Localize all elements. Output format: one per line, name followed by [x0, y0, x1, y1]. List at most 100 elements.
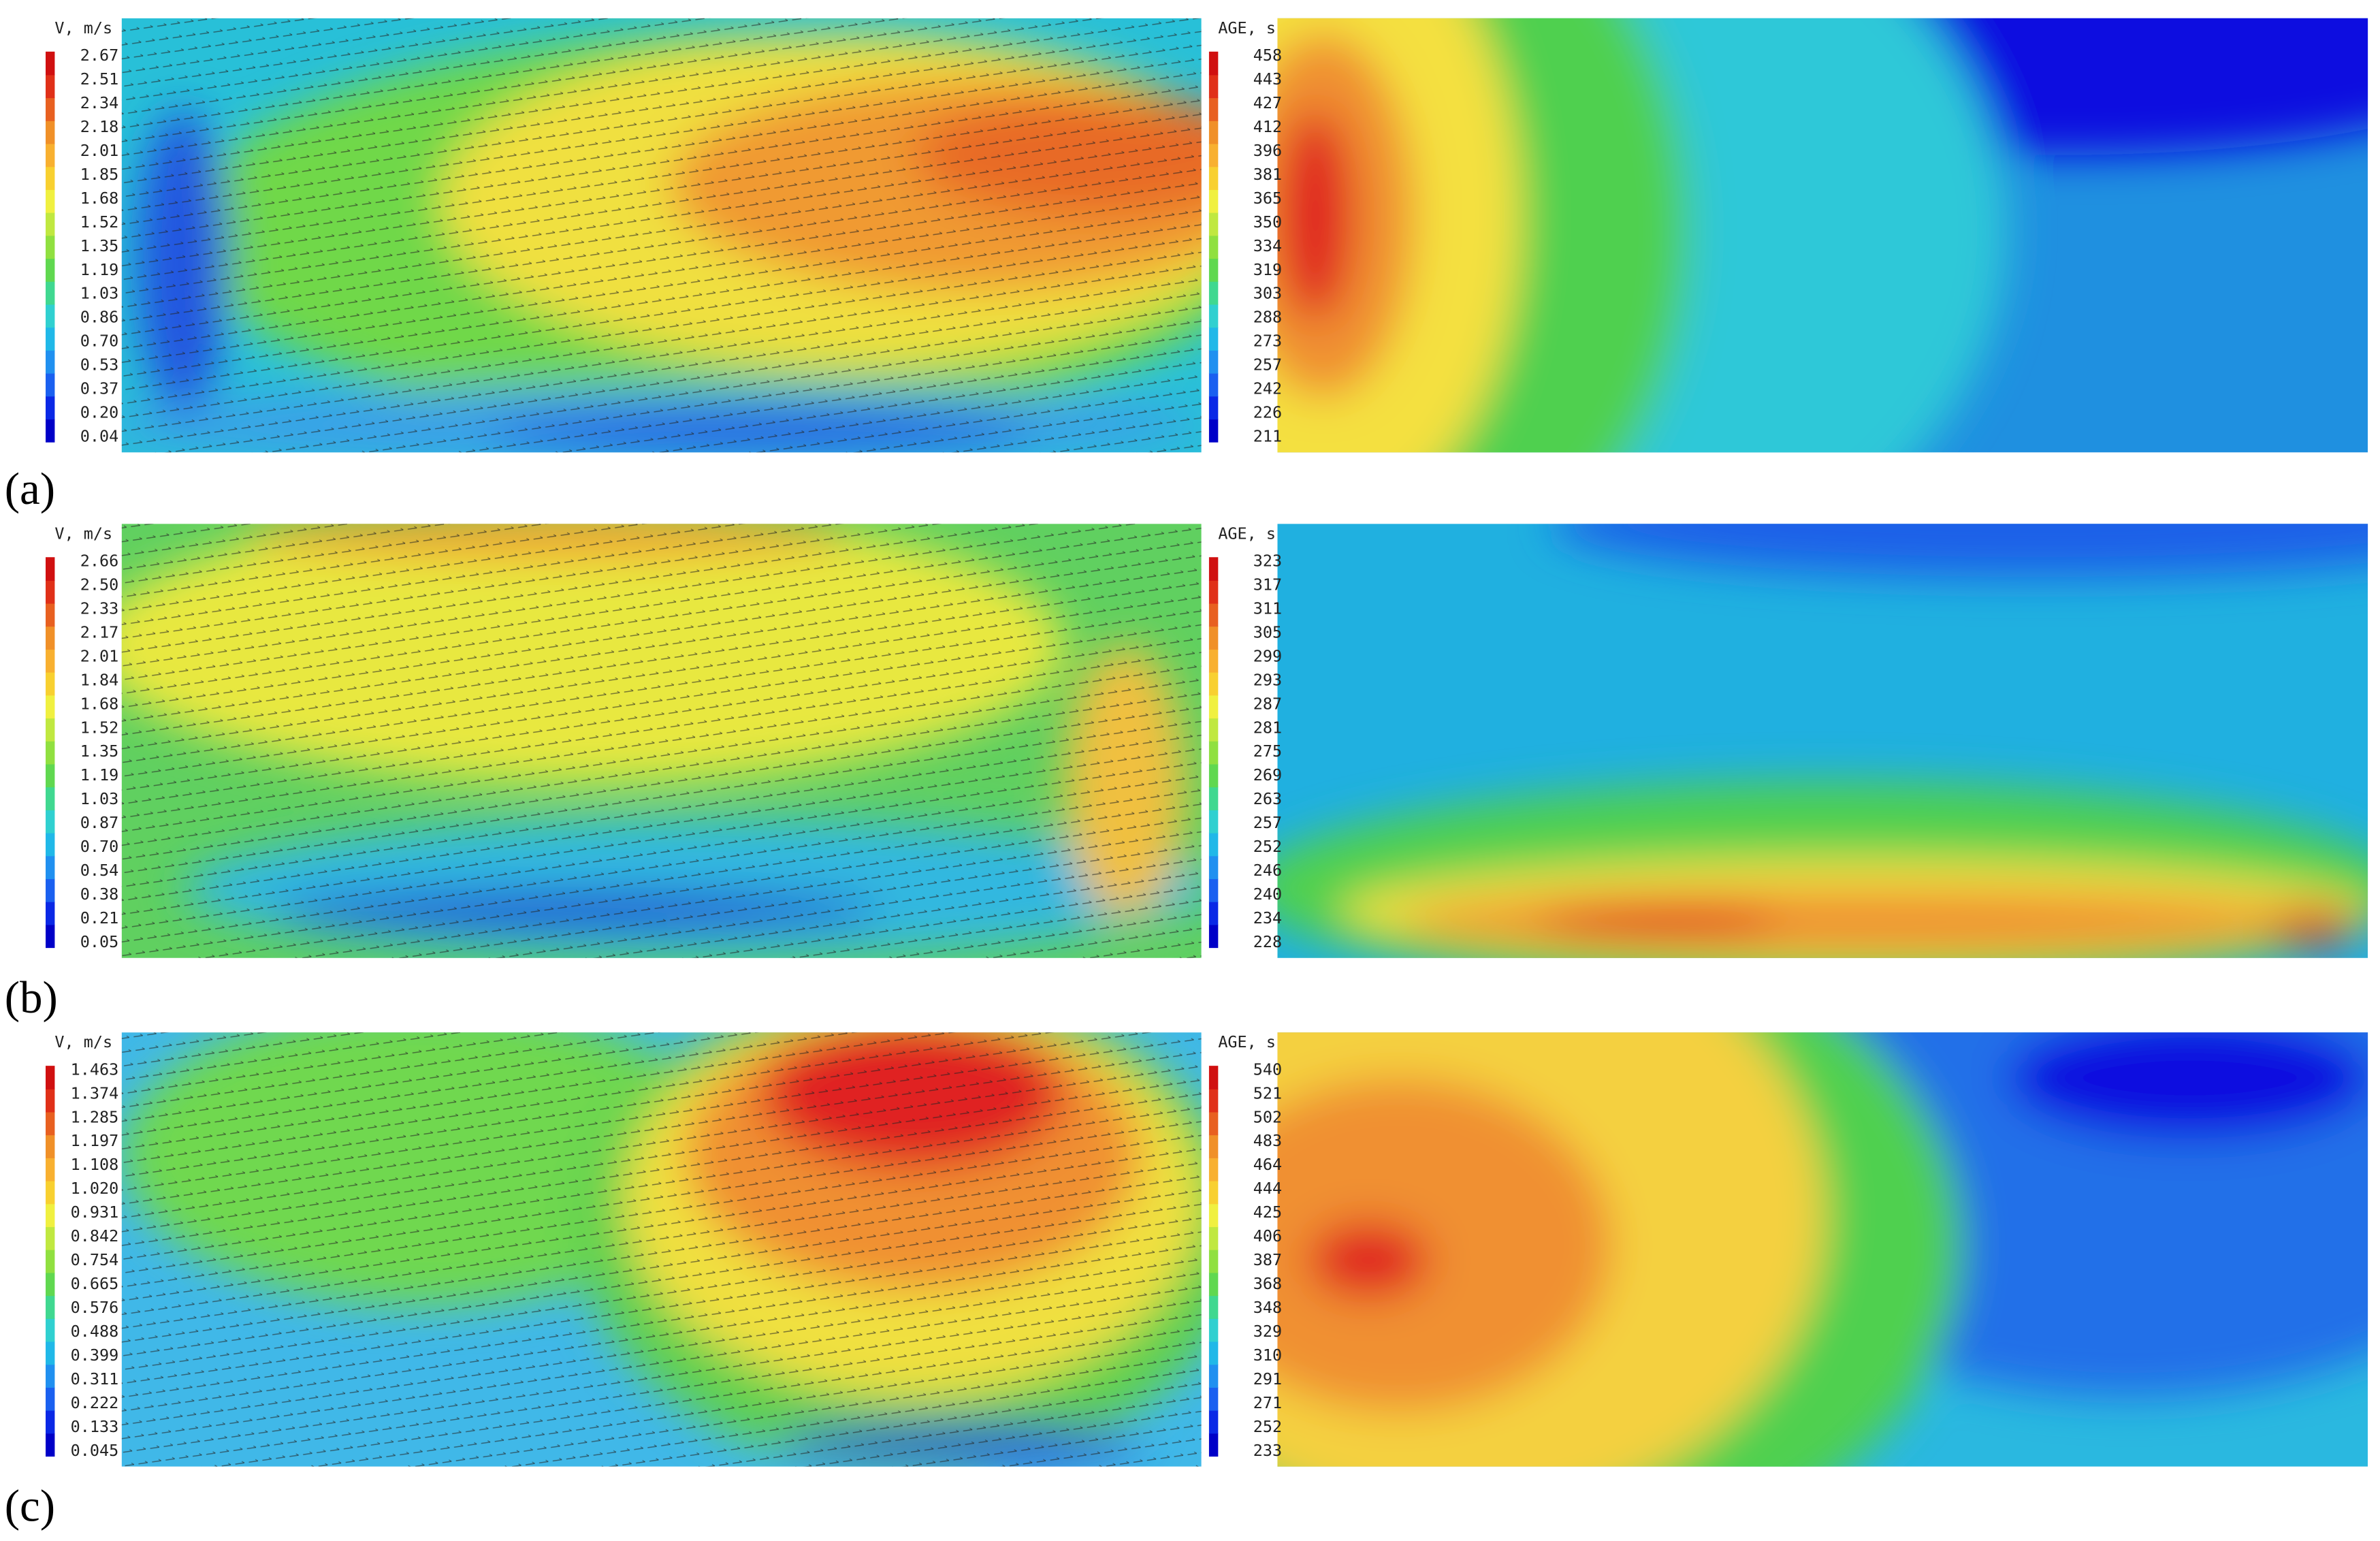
- colorbar-tick-label: 443: [1253, 69, 1282, 89]
- colorbar-tick-label: 233: [1253, 1441, 1282, 1460]
- colorbar-tick-label: 412: [1253, 117, 1282, 136]
- colorbar-step: [1208, 1066, 1219, 1090]
- colorbar-tick-label: 1.03: [80, 284, 118, 303]
- colorbar-title: V, m/s: [54, 18, 112, 37]
- colorbar-step: [46, 878, 55, 902]
- colorbar-tick-label: 1.03: [80, 789, 118, 808]
- colorbar-step: [1208, 349, 1219, 374]
- colorbar-step: [46, 718, 55, 742]
- colorbar-tick-label: 0.05: [80, 932, 118, 951]
- colorbar-tick-label: 329: [1253, 1322, 1282, 1341]
- colorbar-step: [46, 810, 55, 833]
- colorbar-tick-label: 1.52: [80, 212, 118, 232]
- contour-plot: [1277, 1032, 2368, 1467]
- colorbar-tick-label: 252: [1253, 837, 1282, 856]
- colorbar-tick-label: 1.374: [71, 1083, 119, 1102]
- colorbar-step: [1208, 258, 1219, 282]
- colorbar-tick-label: 226: [1253, 403, 1282, 422]
- colorbar-tick-label: 2.33: [80, 599, 118, 618]
- colorbar-tick-label: 0.53: [80, 355, 118, 375]
- colorbar-tick-label: 1.020: [71, 1179, 119, 1198]
- colorbar-tick-label: 0.133: [71, 1417, 119, 1436]
- colorbar-tick-label: 287: [1253, 694, 1282, 713]
- colorbar-tick-label: 1.19: [80, 260, 118, 279]
- colorbar-step: [1208, 579, 1219, 604]
- colorbar-step: [1208, 51, 1219, 76]
- colorbar-tick-label: 0.04: [80, 427, 118, 446]
- colorbar-tick-label: 0.20: [80, 403, 118, 422]
- colorbar-step: [46, 1134, 55, 1158]
- panel-label: (c): [5, 1481, 55, 1531]
- colorbar-step: [46, 304, 55, 328]
- colorbar-tick-label: 368: [1253, 1274, 1282, 1293]
- colorbar-step: [46, 740, 55, 765]
- colorbar-tick-label: 257: [1253, 813, 1282, 832]
- colorbar-tick-label: 2.17: [80, 622, 118, 641]
- colorbar-tick-label: 0.87: [80, 813, 118, 832]
- colorbar-tick-label: 310: [1253, 1346, 1282, 1365]
- colorbar-step: [46, 97, 55, 121]
- colorbar-step: [46, 1433, 55, 1457]
- velocity-vectors: [121, 1032, 1202, 1467]
- colorbar-step: [1208, 787, 1219, 810]
- colorbar-step: [1208, 419, 1219, 443]
- contour-plot: [121, 524, 1202, 958]
- colorbar-step: [46, 258, 55, 282]
- colorbar-step: [46, 695, 55, 719]
- colorbar-title: V, m/s: [54, 1032, 112, 1051]
- colorbar-tick-label: 0.54: [80, 861, 118, 880]
- colorbar-tick-label: 281: [1253, 718, 1282, 737]
- panel-label: (b): [5, 972, 58, 1023]
- colorbar-tick-label: 273: [1253, 332, 1282, 351]
- colorbar-step: [46, 1387, 55, 1411]
- colorbar-tick-label: 305: [1253, 622, 1282, 641]
- colorbar-tick-label: 311: [1253, 599, 1282, 618]
- colorbar-tick-label: 263: [1253, 789, 1282, 808]
- colorbar-tick-label: 319: [1253, 260, 1282, 279]
- colorbar-step: [1208, 671, 1219, 696]
- colorbar-tick-label: 0.37: [80, 379, 118, 398]
- colorbar-step: [1208, 281, 1219, 305]
- colorbar-step: [46, 327, 55, 351]
- colorbar-tick-label: 1.84: [80, 670, 118, 689]
- colorbar-title: AGE, s: [1218, 1032, 1276, 1051]
- colorbar-tick-label: 0.488: [71, 1322, 119, 1341]
- colorbar-tick-label: 350: [1253, 212, 1282, 232]
- colorbar-tick-label: 1.35: [80, 742, 118, 761]
- contour-region: [1551, 524, 2368, 577]
- colorbar-step: [46, 1341, 55, 1365]
- colorbar-tick-label: 425: [1253, 1203, 1282, 1222]
- contour-region: [1277, 1078, 1612, 1412]
- colorbar-tick-label: 275: [1253, 742, 1282, 761]
- colorbar-title: AGE, s: [1218, 524, 1276, 543]
- colorbar-tick-label: 271: [1253, 1393, 1282, 1412]
- colorbar-tick-label: 240: [1253, 885, 1282, 904]
- colorbar-tick-label: 317: [1253, 575, 1282, 594]
- colorbar-tick-label: 1.197: [71, 1131, 119, 1150]
- colorbar-step: [1208, 166, 1219, 190]
- colorbar-step: [1208, 396, 1219, 419]
- colorbar-step: [1208, 924, 1219, 949]
- colorbar-tick-label: 334: [1253, 236, 1282, 255]
- colorbar-step: [46, 1249, 55, 1273]
- velocity-vectors: [121, 18, 1202, 453]
- colorbar-tick-label: 2.01: [80, 141, 118, 160]
- colorbar-step: [46, 855, 55, 880]
- colorbar-tick-label: 0.399: [71, 1346, 119, 1365]
- colorbar-step: [1208, 810, 1219, 833]
- colorbar-step: [1208, 1295, 1219, 1319]
- colorbar-step: [1208, 1318, 1219, 1342]
- colorbar-tick-label: 458: [1253, 46, 1282, 65]
- contour-region: [1399, 891, 2312, 952]
- colorbar-tick-label: 1.68: [80, 694, 118, 713]
- colorbar-step: [46, 787, 55, 810]
- colorbar-tick-label: 0.86: [80, 308, 118, 327]
- colorbar-step: [46, 671, 55, 696]
- colorbar-step: [46, 763, 55, 788]
- colorbar-step: [46, 1410, 55, 1434]
- colorbar-tick-label: 1.68: [80, 189, 118, 208]
- colorbar-step: [1208, 1134, 1219, 1158]
- colorbar-tick-label: 427: [1253, 93, 1282, 112]
- colorbar-tick-label: 381: [1253, 165, 1282, 184]
- colorbar-step: [46, 1203, 55, 1227]
